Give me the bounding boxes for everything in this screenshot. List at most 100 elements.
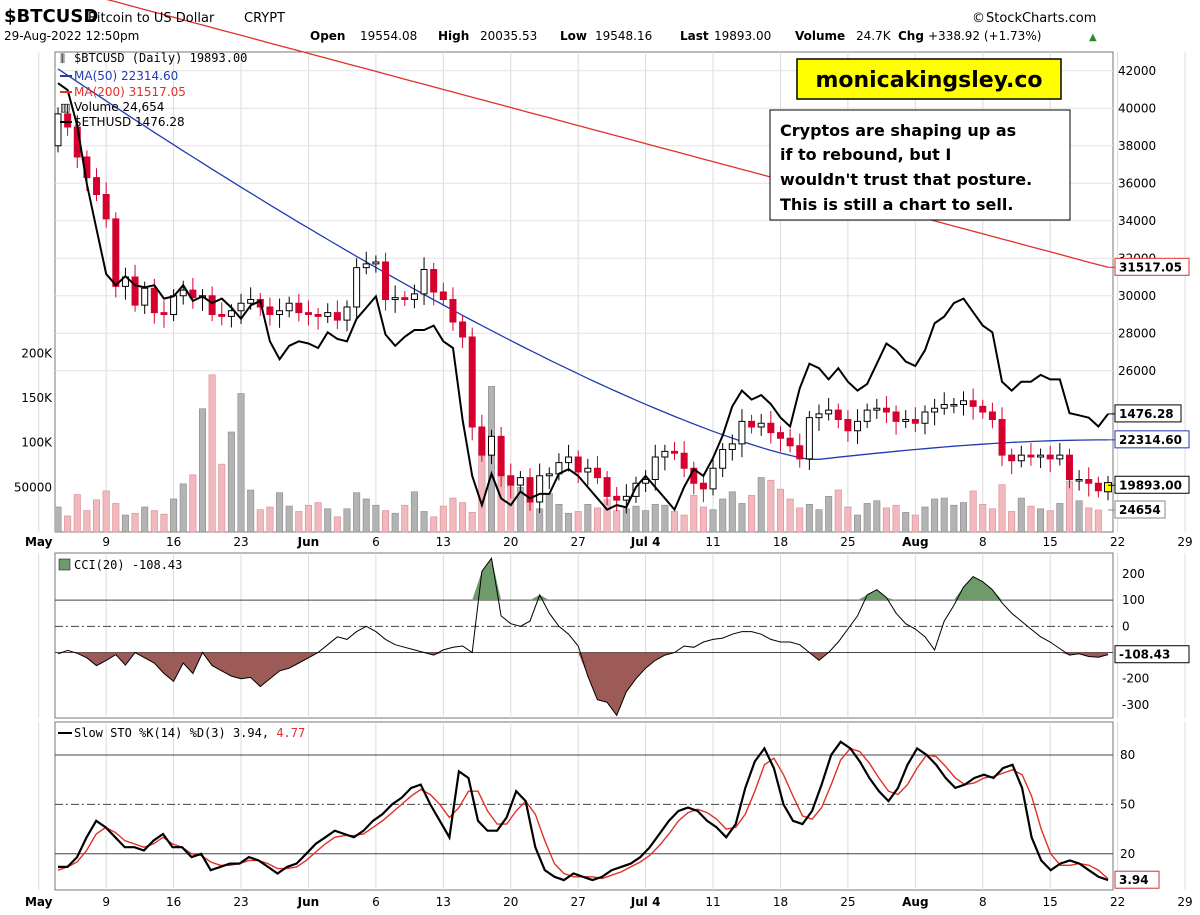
cci-oversold-fill — [58, 652, 1108, 716]
candle-body — [1056, 454, 1064, 460]
volume-bar — [979, 504, 987, 533]
volume-tick-label: 150K — [21, 391, 53, 405]
sto-layer — [55, 740, 1113, 882]
candle-body — [873, 407, 881, 411]
volume-bar — [218, 463, 226, 533]
x-tick-label: 8 — [979, 535, 987, 549]
price-layer — [54, 0, 1112, 514]
candle-body — [247, 299, 255, 304]
candle-body — [545, 473, 553, 477]
x-tick-label-bottom: Jun — [297, 895, 320, 909]
candle-body — [420, 269, 428, 295]
x-tick-label-bottom: 6 — [372, 895, 380, 909]
open-value: 19554.08 — [360, 29, 417, 43]
y-tick-label: 34000 — [1118, 214, 1156, 228]
x-tick-label-bottom: Aug — [902, 895, 928, 909]
volume-bar — [873, 500, 881, 533]
candle-body — [892, 411, 900, 422]
volume-bar — [748, 495, 756, 533]
cci-tick-label: 200 — [1122, 567, 1145, 581]
x-tick-label-bottom: 9 — [102, 895, 110, 909]
cci-tick-label: 100 — [1122, 593, 1145, 607]
candle-body — [593, 467, 601, 479]
candle-body — [141, 287, 149, 306]
eth-value-label: 1476.28 — [1119, 407, 1174, 421]
sto-tick-label: 50 — [1120, 797, 1135, 811]
volume-bar — [324, 508, 332, 533]
candle-body — [237, 302, 245, 312]
candle-body — [497, 435, 505, 477]
x-tick-label-bottom: 18 — [773, 895, 788, 909]
volume-bar — [1056, 503, 1064, 533]
volume-label: Volume — [795, 29, 845, 43]
volume-bars-icon: ▥ — [60, 101, 70, 114]
candle-body — [680, 452, 688, 469]
candle-body — [266, 306, 274, 315]
candle-body — [719, 449, 727, 469]
volume-bar — [468, 512, 476, 533]
sto-k-line — [58, 740, 1109, 882]
volume-bar — [208, 374, 216, 533]
candle-body — [276, 310, 284, 315]
candle-body — [565, 456, 573, 464]
annotation-line-3: wouldn't trust that posture. — [780, 170, 1032, 189]
candle-body — [1075, 479, 1083, 482]
candle-body — [969, 400, 977, 407]
candle-body — [699, 482, 707, 490]
source-copyright-icon: © — [972, 11, 985, 26]
candle-body — [661, 450, 669, 458]
candle-body — [757, 422, 765, 428]
y-tick-label: 42000 — [1118, 64, 1156, 78]
volume-bar — [728, 491, 736, 533]
candle-body — [459, 321, 467, 338]
volume-bar — [690, 495, 698, 533]
candle-body — [131, 276, 139, 306]
candle-body — [439, 291, 447, 300]
datetime: 29-Aug-2022 12:50pm — [4, 29, 139, 43]
ma200-value-label: 31517.05 — [1119, 260, 1182, 274]
candle-body — [160, 312, 168, 315]
legend: ⫼ $BTCUSD (Daily) 19893.00 MA(50) 22314.… — [60, 51, 247, 129]
candle-body — [815, 413, 823, 419]
volume-bar — [642, 510, 650, 533]
candle-body — [738, 420, 746, 445]
x-tick-label-bottom: 25 — [840, 895, 855, 909]
volume-bar — [449, 497, 457, 533]
volume-bar — [420, 511, 428, 533]
x-tick-label-bottom: 27 — [571, 895, 586, 909]
candle-body — [863, 409, 871, 422]
volume-bar — [276, 492, 284, 533]
cci-value-box — [1114, 645, 1190, 664]
volume-tick-label: 50000 — [14, 480, 52, 494]
candle-body — [516, 477, 524, 486]
candle-body — [507, 475, 515, 486]
low-value: 19548.16 — [595, 29, 652, 43]
candle-body — [603, 477, 611, 497]
candle-body — [931, 407, 939, 413]
ma50-value-label: 22314.60 — [1119, 433, 1182, 447]
x-tick-label-bottom: 20 — [503, 895, 518, 909]
watermark-box — [796, 58, 1062, 100]
candle-body — [526, 477, 534, 503]
watermark: monicakingsley.co — [815, 68, 1042, 93]
candle-body — [988, 411, 996, 420]
volume-bar — [1027, 505, 1035, 533]
volume-bar — [699, 506, 707, 533]
sto-panel-frame — [54, 721, 1114, 891]
volume-bar — [613, 510, 621, 533]
last-value: 19893.00 — [714, 29, 771, 43]
volume-bar — [680, 514, 688, 533]
candle-body — [950, 404, 958, 407]
chg-label: Chg — [898, 29, 924, 43]
volume-bar — [902, 512, 910, 533]
candle-body — [1008, 454, 1016, 462]
volume-bar — [757, 477, 765, 533]
volume-bar — [844, 506, 852, 533]
x-tick-label: 11 — [705, 535, 720, 549]
volume-bar — [430, 516, 438, 533]
candle-body — [410, 293, 418, 300]
x-tick-label-bottom: Jul 4 — [630, 895, 661, 909]
candle-body — [93, 177, 101, 195]
volume-bar — [921, 506, 929, 533]
candle-body — [179, 289, 187, 297]
